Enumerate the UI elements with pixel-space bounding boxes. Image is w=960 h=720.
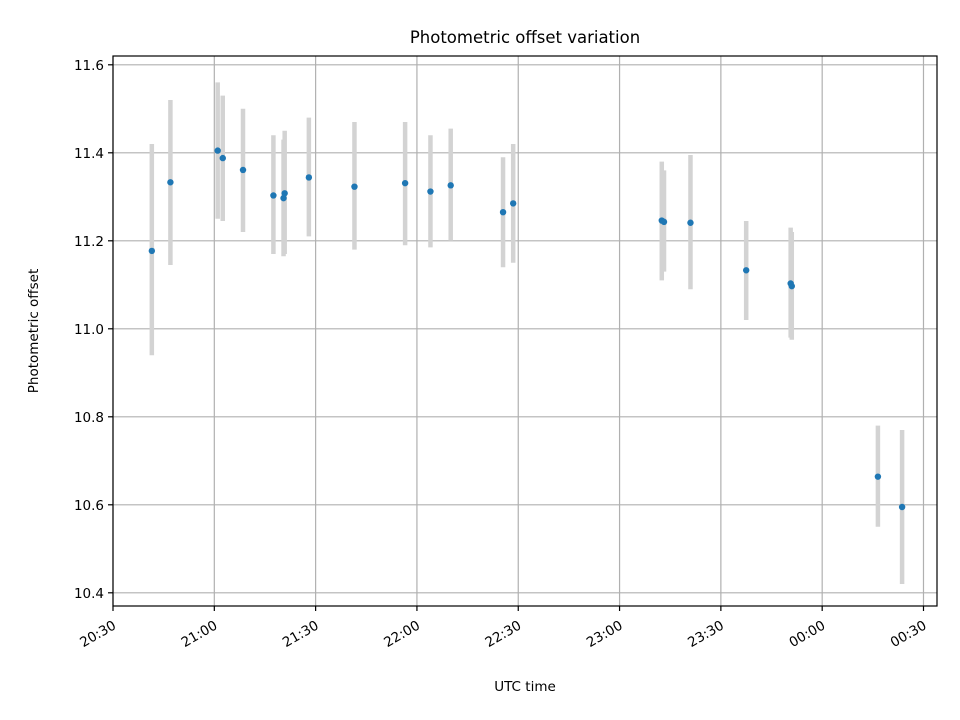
- data-point: [447, 182, 454, 189]
- data-point: [270, 192, 277, 199]
- data-point: [280, 194, 287, 202]
- x-axis-label: UTC time: [494, 679, 556, 695]
- data-point: [239, 166, 247, 174]
- data-point: [660, 218, 668, 226]
- y-tick-label: 11.6: [74, 58, 104, 74]
- data-point: [281, 190, 288, 197]
- x-tick-label: 22:30: [483, 618, 525, 651]
- plot-frame: [112, 55, 938, 607]
- y-axis-label: Photometric offset: [26, 269, 42, 393]
- y-tick-label: 10.6: [74, 498, 104, 514]
- x-tick-label: 23:00: [584, 618, 626, 651]
- y-tick-label: 11.2: [74, 234, 104, 250]
- y-tick-label: 10.4: [74, 586, 104, 602]
- data-point: [788, 282, 795, 290]
- error-bars: [149, 82, 905, 584]
- x-tick-label: 23:30: [685, 618, 727, 651]
- y-tick-label: 10.8: [74, 410, 104, 426]
- y-tick-label: 11.4: [74, 146, 104, 162]
- data-point: [219, 154, 226, 162]
- data-point: [509, 200, 517, 207]
- data-point: [742, 267, 750, 274]
- x-tick-label: 00:30: [888, 618, 930, 651]
- axis-ticks: 20:30 21:00 21:30 22:00 22:30 23:00 23:30 00:00…: [74, 58, 930, 651]
- x-tick-label: 00:00: [786, 618, 828, 651]
- x-tick-label: 20:30: [77, 618, 119, 651]
- data-point: [898, 503, 906, 511]
- x-tick-label: 21:30: [280, 618, 322, 651]
- data-point: [148, 247, 156, 255]
- chart-title: Photometric offset variation: [410, 28, 640, 47]
- data-points: [148, 147, 906, 511]
- data-point: [167, 179, 174, 186]
- data-point: [427, 188, 434, 195]
- data-point: [874, 473, 882, 480]
- data-point: [351, 183, 358, 190]
- grid-lines: [112, 56, 937, 606]
- y-tick-label: 11.0: [74, 322, 104, 338]
- data-point: [499, 209, 507, 216]
- data-point: [214, 147, 221, 154]
- data-point: [401, 179, 409, 187]
- x-tick-label: 22:00: [381, 618, 423, 651]
- data-point: [687, 219, 694, 226]
- data-point: [305, 174, 313, 181]
- x-tick-label: 21:00: [179, 618, 221, 651]
